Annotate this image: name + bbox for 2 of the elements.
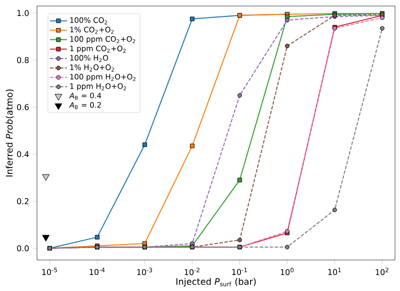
- x-axis-title: Injected P$_{surf}$ (bar): [176, 278, 256, 287]
- y-axis-title: Inferred Prob(atmo): [6, 89, 14, 176]
